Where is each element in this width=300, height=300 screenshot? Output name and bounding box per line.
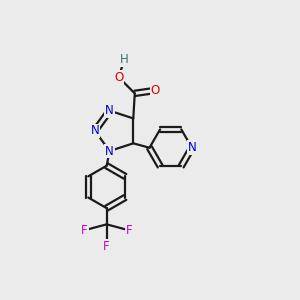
Text: N: N <box>105 104 114 117</box>
Text: O: O <box>151 84 160 97</box>
Text: F: F <box>125 224 132 237</box>
Text: N: N <box>105 145 114 158</box>
Text: O: O <box>114 71 123 84</box>
Text: N: N <box>91 124 99 137</box>
Text: F: F <box>81 224 88 237</box>
Text: H: H <box>120 53 129 66</box>
Text: F: F <box>103 240 110 253</box>
Text: N: N <box>188 141 196 154</box>
